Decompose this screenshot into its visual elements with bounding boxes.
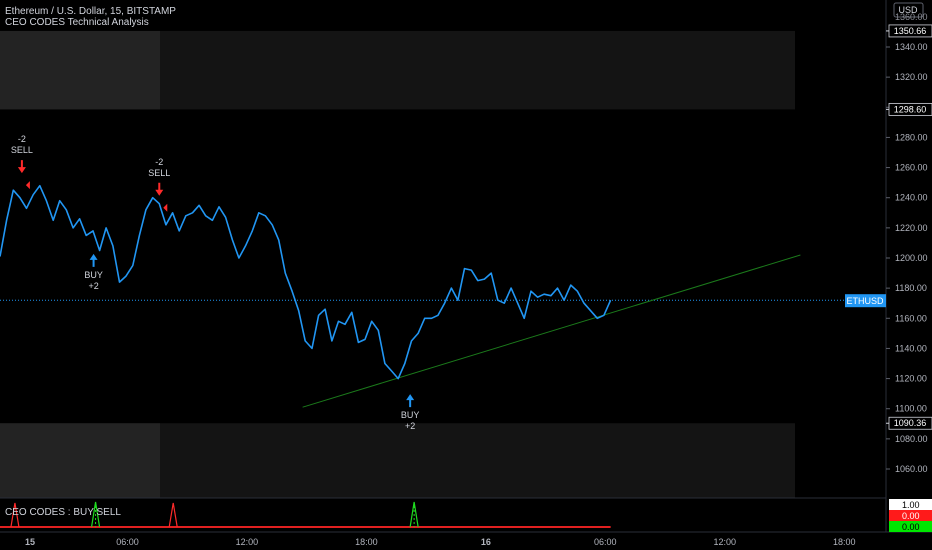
time-axis[interactable]: 15 06:00 12:00 18:00 16 06:00 12:00 18:00 — [25, 537, 855, 547]
buy-arrow-icon — [406, 394, 415, 408]
price-tick-label: 1140.00 — [895, 343, 927, 353]
sell-count-label: -2 — [155, 157, 163, 167]
subpane-tag-label: 0.00 — [902, 511, 920, 521]
time-tick-label: 15 — [25, 537, 35, 547]
price-axis[interactable]: USD1360.001340.001320.001300.001280.0012… — [886, 2, 928, 474]
subpane-tag-label: 0.00 — [902, 522, 920, 532]
price-tick-label: 1080.00 — [895, 434, 928, 444]
symbol-title: Ethereum / U.S. Dollar, 15, BITSTAMP — [5, 6, 176, 17]
price-tick-label: 1120.00 — [895, 374, 927, 384]
trendline-layer — [302, 254, 801, 408]
sell-label: SELL — [148, 168, 170, 178]
buy-spike — [90, 501, 101, 528]
buy-sell-subpane — [0, 501, 611, 528]
buy-spike — [409, 501, 419, 528]
buy-label: BUY — [84, 270, 103, 280]
symbol-tag-label: ETHUSD — [846, 296, 884, 306]
trendline — [302, 254, 801, 408]
subpane-tag-box — [889, 521, 932, 532]
price-tick-label: 1280.00 — [895, 132, 928, 142]
time-tick-label: 12:00 — [713, 537, 736, 547]
zone-box-highlight — [0, 30, 160, 110]
time-tick-label: 18:00 — [355, 537, 378, 547]
time-tick-label: 06:00 — [116, 537, 139, 547]
sell-label: SELL — [11, 145, 33, 155]
price-tick-label: 1100.00 — [895, 404, 927, 414]
buy-count-label: +2 — [405, 421, 415, 431]
buy-label: BUY — [401, 410, 420, 420]
price-tick-label: 1200.00 — [895, 253, 928, 263]
sell-marker-icon — [25, 181, 30, 190]
symbol-tag-box — [845, 294, 886, 308]
time-tick-label: 06:00 — [594, 537, 617, 547]
zone-tag-box — [888, 416, 932, 430]
price-tick-label: 1260.00 — [895, 163, 928, 173]
sell-arrow-icon — [155, 182, 164, 196]
indicator-title: CEO CODES Technical Analysis — [5, 17, 149, 28]
buy-arrow-icon — [89, 253, 98, 267]
time-tick-label: 12:00 — [236, 537, 259, 547]
zone-tag-label: 1350.66 — [894, 26, 927, 36]
time-tick-label: 18:00 — [833, 537, 856, 547]
price-series-layer — [0, 184, 612, 380]
price-tags: 1350.66 1298.60 1090.36 ETHUSD — [845, 24, 932, 430]
price-tick-label: 1060.00 — [895, 464, 928, 474]
subpane-axis: 1.000.000.00 — [889, 499, 932, 532]
subpane-tag-box — [889, 499, 932, 510]
sell-spike — [168, 502, 178, 528]
subpane-tag-box — [889, 510, 932, 521]
zone-tag-box — [888, 102, 932, 116]
zone-tag-label: 1298.60 — [894, 104, 927, 114]
sell-count-label: -2 — [18, 134, 26, 144]
price-tick-label: 1220.00 — [895, 223, 928, 233]
time-tick-label: 16 — [481, 537, 491, 547]
zone-layer — [0, 30, 795, 498]
zone-tag-box — [888, 24, 932, 38]
buy-count-label: +2 — [88, 281, 98, 291]
price-tick-label: 1240.00 — [895, 193, 928, 203]
subpane-title: CEO CODES : BUY SELL — [5, 507, 121, 518]
zone-tag-label: 1090.36 — [894, 418, 927, 428]
price-tick-label: 1160.00 — [895, 313, 927, 323]
currency-label: USD — [898, 5, 918, 15]
sell-marker-icon — [163, 203, 168, 212]
price-tick-label: 1340.00 — [895, 42, 928, 52]
subpane-tag-label: 1.00 — [902, 500, 920, 510]
price-tick-partial: 1360.00 — [895, 12, 928, 22]
price-line — [0, 184, 612, 380]
price-tick-label: 1180.00 — [895, 283, 927, 293]
sell-arrow-icon — [17, 160, 26, 174]
sell-spike — [10, 502, 20, 528]
currency-box — [893, 2, 924, 18]
zone-box-highlight — [0, 423, 160, 498]
price-tick-label: 1320.00 — [895, 72, 928, 82]
